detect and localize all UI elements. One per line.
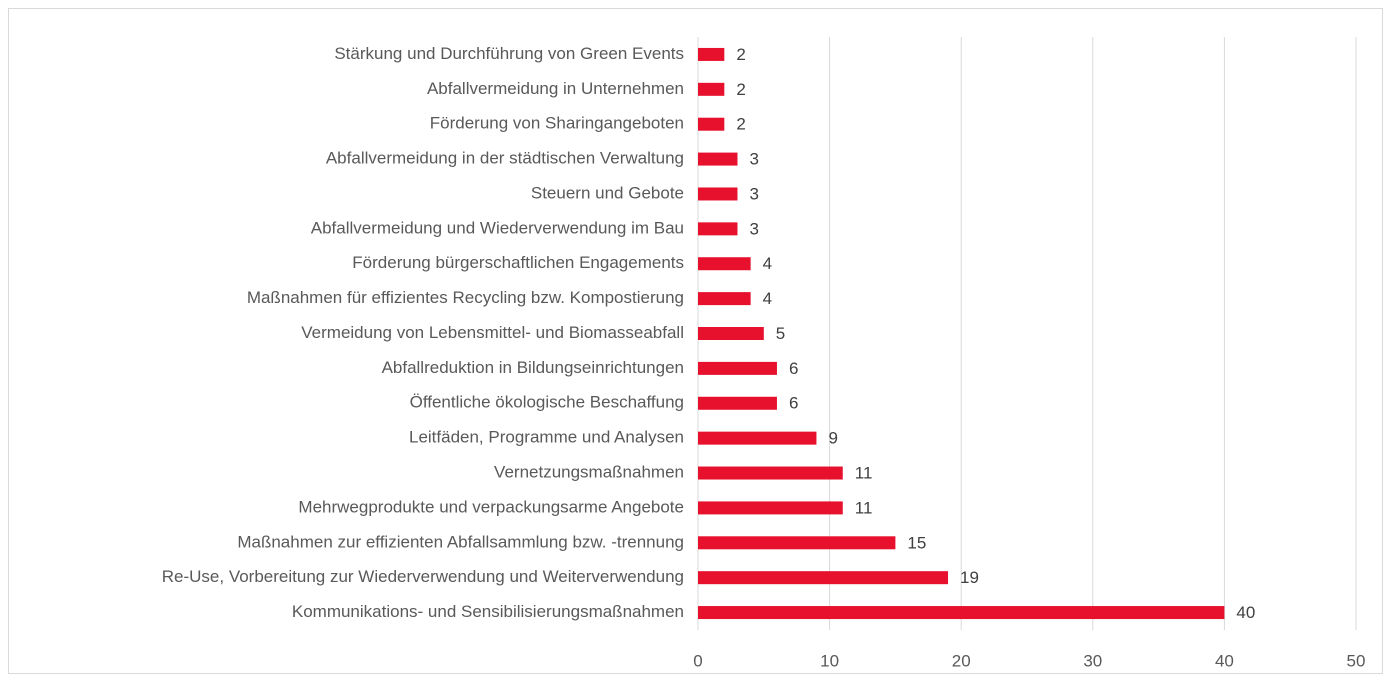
y-tick-label: Förderung von Sharingangeboten — [430, 114, 684, 133]
data-label: 11 — [855, 464, 873, 483]
y-tick-label: Maßnahmen für effizientes Recycling bzw.… — [247, 288, 684, 307]
chart-border — [8, 8, 1383, 674]
x-tick-label: 0 — [693, 651, 702, 670]
data-label: 40 — [1236, 603, 1255, 622]
data-label: 6 — [789, 394, 798, 413]
data-label: 2 — [736, 115, 745, 134]
x-tick-label: 40 — [1215, 651, 1234, 670]
y-tick-label: Abfallreduktion in Bildungseinrichtungen — [382, 358, 684, 377]
bar — [698, 396, 777, 410]
x-tick-label: 30 — [1083, 651, 1102, 670]
data-label: 2 — [736, 45, 745, 64]
bar — [698, 117, 725, 131]
y-tick-label: Maßnahmen zur effizienten Abfallsammlung… — [237, 532, 684, 551]
bar — [698, 47, 725, 61]
data-label: 15 — [907, 533, 926, 552]
bar — [698, 536, 896, 550]
bar — [698, 152, 738, 166]
y-tick-label: Kommunikations- und Sensibilisierungsmaß… — [292, 602, 684, 621]
bar — [698, 606, 1225, 620]
y-tick-label: Abfallvermeidung in Unternehmen — [427, 79, 684, 98]
data-label: 4 — [763, 254, 772, 273]
x-tick-label: 20 — [952, 651, 971, 670]
bar — [698, 257, 751, 271]
y-tick-label: Förderung bürgerschaftlichen Engagements — [352, 253, 684, 272]
bar — [698, 431, 817, 445]
data-label: 3 — [749, 219, 758, 238]
data-label: 4 — [763, 289, 772, 308]
y-tick-label: Leitfäden, Programme und Analysen — [409, 428, 684, 447]
data-label: 5 — [776, 324, 785, 343]
y-tick-label: Abfallvermeidung und Wiederverwendung im… — [311, 218, 684, 237]
bar — [698, 466, 843, 480]
y-tick-label: Stärkung und Durchführung von Green Even… — [334, 44, 684, 63]
y-tick-label: Abfallvermeidung in der städtischen Verw… — [326, 149, 684, 168]
y-tick-label: Steuern und Gebote — [531, 183, 684, 202]
data-label: 3 — [749, 150, 758, 169]
bar — [698, 82, 725, 96]
bar — [698, 187, 738, 201]
data-label: 6 — [789, 359, 798, 378]
bar — [698, 327, 764, 340]
data-label: 11 — [855, 498, 873, 517]
y-tick-label: Mehrwegprodukte und verpackungsarme Ange… — [298, 497, 684, 516]
y-tick-label: Vermeidung von Lebensmittel- und Biomass… — [301, 323, 684, 342]
x-tick-label: 50 — [1347, 651, 1366, 670]
x-tick-label: 10 — [820, 651, 839, 670]
data-label: 3 — [749, 184, 758, 203]
data-label: 9 — [828, 429, 837, 448]
y-tick-label: Vernetzungsmaßnahmen — [494, 463, 684, 482]
bar — [698, 501, 843, 515]
y-tick-label: Öffentliche ökologische Beschaffung — [410, 393, 684, 412]
bar — [698, 361, 777, 375]
data-label: 2 — [736, 80, 745, 99]
bar — [698, 222, 738, 236]
bar — [698, 292, 751, 306]
data-label: 19 — [960, 568, 979, 587]
y-tick-label: Re-Use, Vorbereitung zur Wiederverwendun… — [162, 567, 684, 586]
bar — [698, 571, 949, 585]
